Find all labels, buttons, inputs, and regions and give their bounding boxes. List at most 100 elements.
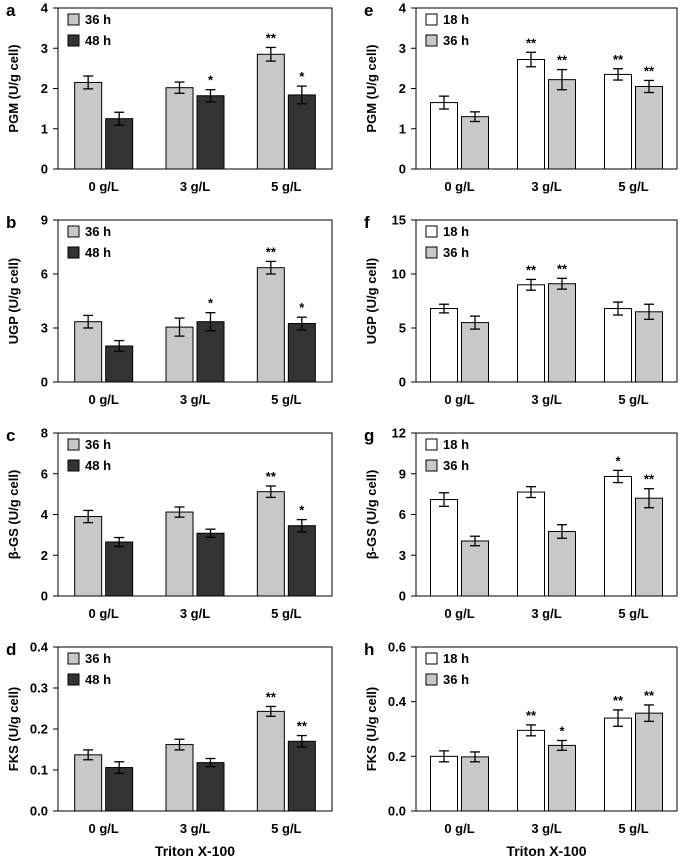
legend-label: 36 h	[443, 672, 469, 687]
significance-label: **	[266, 244, 277, 259]
bar	[74, 754, 103, 812]
panel-letter: b	[6, 213, 16, 232]
bar	[461, 540, 489, 597]
bar	[287, 94, 316, 170]
significance-label: **	[613, 693, 624, 708]
bar	[196, 321, 225, 383]
significance-label: **	[266, 30, 277, 45]
significance-label: **	[613, 52, 624, 67]
panel-letter: f	[364, 213, 370, 232]
y-tick-label: 0.1	[30, 763, 48, 778]
bar	[74, 81, 103, 170]
bar	[196, 762, 225, 812]
bar	[287, 740, 316, 812]
category-label: 0 g/L	[444, 606, 474, 621]
legend-swatch	[425, 246, 438, 259]
legend-label: 36 h	[85, 12, 111, 27]
bar	[105, 541, 134, 597]
category-label: 0 g/L	[88, 392, 118, 407]
category-label: 0 g/L	[88, 606, 118, 621]
legend-swatch	[425, 652, 438, 665]
category-label: 5 g/L	[618, 821, 648, 836]
panel-f: f 0 5 10 15 UGP (U/g cell) 0 g/L ** ** 3 g/L 5 g/L…	[364, 213, 678, 407]
bar	[196, 532, 225, 597]
y-tick-label: 0.2	[388, 749, 406, 764]
bar	[287, 323, 316, 383]
legend-swatch	[67, 438, 80, 451]
category-label: 5 g/L	[618, 392, 648, 407]
category-label: 3 g/L	[180, 606, 210, 621]
legend-swatch	[67, 459, 80, 472]
y-tick-label: 0.4	[30, 640, 49, 655]
legend-swatch	[425, 459, 438, 472]
bar	[196, 95, 225, 170]
legend-swatch	[67, 652, 80, 665]
category-label: 0 g/L	[444, 179, 474, 194]
y-tick-label: 3	[399, 41, 406, 56]
bar	[256, 491, 285, 597]
y-tick-label: 4	[399, 1, 407, 16]
y-tick-label: 1	[399, 121, 406, 136]
y-tick-label: 2	[41, 548, 48, 563]
y-axis-label: β-GS (U/g cell)	[364, 470, 379, 560]
y-axis-label: β-GS (U/g cell)	[6, 470, 21, 560]
significance-label: *	[299, 300, 305, 315]
y-axis-label: FKS (U/g cell)	[364, 687, 379, 772]
bar	[635, 311, 663, 383]
category-label: 5 g/L	[618, 606, 648, 621]
category-label: 3 g/L	[180, 821, 210, 836]
legend-label: 36 h	[443, 458, 469, 473]
legend-label: 18 h	[443, 224, 469, 239]
y-tick-label: 6	[41, 466, 48, 481]
y-tick-label: 9	[399, 466, 406, 481]
y-tick-label: 1	[41, 121, 48, 136]
legend-label: 36 h	[443, 245, 469, 260]
bar	[461, 322, 489, 383]
significance-label: *	[299, 503, 305, 518]
legend-swatch	[67, 246, 80, 259]
y-tick-label: 0	[399, 589, 406, 604]
x-axis-title: Triton X-100	[506, 843, 586, 859]
y-tick-label: 0	[41, 162, 48, 177]
bar	[105, 767, 134, 812]
y-tick-label: 5	[399, 321, 406, 336]
legend-label: 36 h	[85, 224, 111, 239]
category-label: 0 g/L	[88, 179, 118, 194]
bar	[461, 116, 489, 170]
legend-swatch	[67, 673, 80, 686]
y-tick-label: 15	[392, 213, 406, 228]
category-label: 0 g/L	[88, 821, 118, 836]
category-label: 5 g/L	[618, 179, 648, 194]
legend-label: 48 h	[85, 458, 111, 473]
bar	[430, 499, 458, 597]
bar	[517, 284, 545, 383]
y-axis-label: FKS (U/g cell)	[6, 687, 21, 772]
y-tick-label: 12	[392, 426, 406, 441]
panel-letter: g	[364, 426, 374, 445]
legend-label: 36 h	[85, 651, 111, 666]
category-label: 5 g/L	[271, 392, 301, 407]
y-tick-label: 8	[41, 426, 48, 441]
legend-swatch	[425, 13, 438, 26]
y-tick-label: 6	[41, 267, 48, 282]
y-axis-label: PGM (U/g cell)	[364, 44, 379, 132]
category-label: 3 g/L	[531, 821, 561, 836]
bar	[430, 755, 458, 812]
panel-d: d 0.0 0.1 0.2 0.3 0.4 FKS (U/g cell) 0 g/L 3 g/L…	[6, 640, 333, 859]
significance-label: *	[208, 73, 214, 88]
significance-label: **	[297, 719, 308, 734]
significance-label: *	[299, 69, 305, 84]
legend-label: 18 h	[443, 651, 469, 666]
y-tick-label: 0	[41, 589, 48, 604]
y-axis-label: UGP (U/g cell)	[6, 258, 21, 344]
bar	[430, 102, 458, 170]
legend-label: 48 h	[85, 245, 111, 260]
panel-letter: a	[6, 1, 16, 20]
category-label: 3 g/L	[531, 392, 561, 407]
category-label: 5 g/L	[271, 821, 301, 836]
bar	[548, 283, 576, 383]
x-axis-title: Triton X-100	[155, 843, 235, 859]
